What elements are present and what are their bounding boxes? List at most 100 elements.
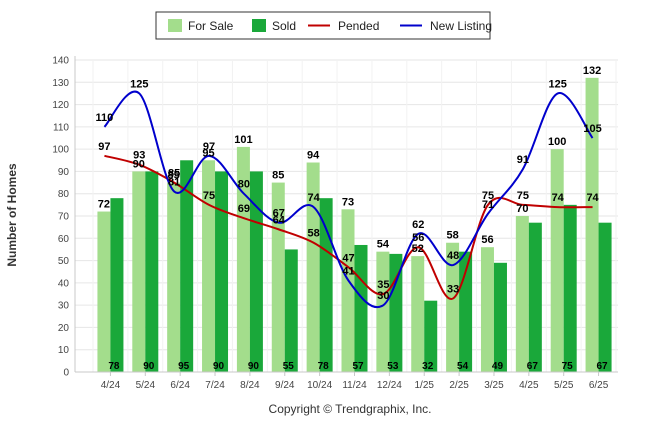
line-pended <box>104 154 593 300</box>
bar-label-for-sale: 52 <box>412 243 424 255</box>
line-label-pended: 74 <box>552 192 565 204</box>
line-label-new-listing: 125 <box>549 78 567 90</box>
bar-sold <box>493 262 507 372</box>
line-label-new-listing: 41 <box>342 266 354 278</box>
bar-label-for-sale: 95 <box>202 147 214 159</box>
line-label-pended: 85 <box>168 168 180 180</box>
x-tick-label: 8/24 <box>240 380 260 391</box>
line-label-pended: 75 <box>482 190 494 202</box>
x-tick-label: 1/25 <box>414 380 434 391</box>
x-tick-label: 5/25 <box>554 380 574 391</box>
y-tick-label: 20 <box>58 323 70 334</box>
bar-label-for-sale: 72 <box>98 199 110 211</box>
x-tick-label: 4/25 <box>519 380 539 391</box>
bar-for-sale <box>97 211 111 372</box>
y-axis-title: Number of Homes <box>5 163 19 267</box>
x-tick-label: 2/25 <box>449 380 469 391</box>
x-tick-label: 10/24 <box>307 380 332 391</box>
y-tick-label: 130 <box>52 78 69 89</box>
legend-label-sold: Sold <box>272 19 296 33</box>
bar-for-sale <box>411 256 425 372</box>
bar-for-sale <box>236 146 250 372</box>
bar-sold <box>145 171 159 372</box>
bar-label-for-sale: 132 <box>583 65 601 77</box>
line-label-new-listing: 91 <box>517 154 529 166</box>
bar-label-for-sale: 85 <box>272 170 284 182</box>
bar-sold <box>215 171 229 372</box>
line-label-pended: 56 <box>412 232 424 244</box>
bar-sold <box>563 204 577 372</box>
bar-label-sold: 57 <box>352 361 364 372</box>
line-label-new-listing: 110 <box>96 112 114 124</box>
bar-sold <box>110 198 124 372</box>
line-label-pended: 69 <box>238 203 250 215</box>
y-tick-label: 0 <box>63 368 69 379</box>
y-tick-label: 40 <box>58 278 70 289</box>
bar-for-sale <box>202 160 216 372</box>
line-label-new-listing: 105 <box>583 123 601 135</box>
y-tick-label: 110 <box>53 122 69 133</box>
bar-label-for-sale: 54 <box>377 239 390 251</box>
line-label-new-listing: 67 <box>273 208 285 220</box>
grid-lines <box>75 59 618 373</box>
bar-label-for-sale: 85 <box>168 170 180 182</box>
y-tick-label: 90 <box>58 167 70 178</box>
bar-sold <box>180 160 194 372</box>
bar-label-sold: 90 <box>143 361 155 372</box>
line-label-pended: 58 <box>308 228 320 240</box>
x-tick-label: 6/24 <box>170 380 190 391</box>
bar-for-sale <box>480 247 494 372</box>
bar-sold <box>528 222 542 372</box>
bar-label-sold: 54 <box>457 361 469 372</box>
y-tick-label: 140 <box>52 56 69 67</box>
line-label-new-listing: 74 <box>308 192 321 204</box>
y-tick-label: 120 <box>52 100 69 111</box>
bar-label-sold: 53 <box>387 361 399 372</box>
bar-label-sold: 32 <box>422 361 434 372</box>
bar-label-for-sale: 73 <box>342 196 354 208</box>
legend-label-pended: Pended <box>338 19 379 33</box>
bar-label-for-sale: 90 <box>133 158 145 170</box>
x-tick-label: 3/25 <box>484 380 504 391</box>
legend-label-new-listing: New Listing <box>430 19 492 33</box>
legend-items: For Sale Sold Pended New Listing <box>168 19 492 33</box>
bar-label-sold: 49 <box>492 361 504 372</box>
x-tick-label: 4/24 <box>101 380 121 391</box>
bar-label-sold: 67 <box>597 361 609 372</box>
line-label-pended: 75 <box>517 190 529 202</box>
bar-for-sale <box>132 171 146 372</box>
bar-label-for-sale: 100 <box>548 136 566 148</box>
y-tick-label: 80 <box>58 189 70 200</box>
bar-for-sale <box>585 77 599 372</box>
bar-label-for-sale: 94 <box>307 150 320 162</box>
bar-sold <box>354 244 368 372</box>
line-label-new-listing: 30 <box>377 290 389 302</box>
y-tick-label: 10 <box>58 345 70 356</box>
bar-sold <box>598 222 612 372</box>
line-label-pended: 93 <box>133 150 145 162</box>
bar-label-sold: 78 <box>108 361 120 372</box>
legend-swatch-sold <box>252 19 266 32</box>
x-tick-label: 7/24 <box>205 380 225 391</box>
bar-sold <box>319 198 333 372</box>
bar-sold <box>284 249 298 372</box>
bar-label-for-sale: 56 <box>481 234 493 246</box>
line-label-pended: 74 <box>586 192 599 204</box>
bar-label-sold: 75 <box>562 361 574 372</box>
y-tick-label: 100 <box>52 145 69 156</box>
line-label-new-listing: 81 <box>168 176 180 188</box>
line-value-labels: 97 93 85 75 69 64 58 47 35 56 33 75 75 74 74 110 125 81 97… <box>96 78 602 302</box>
bar-label-for-sale: 70 <box>516 203 528 215</box>
line-label-pended: 35 <box>377 279 389 291</box>
bar-for-sale <box>167 182 181 372</box>
line-label-pended: 47 <box>342 252 354 264</box>
x-tick-label: 6/25 <box>589 380 609 391</box>
y-tick-label: 30 <box>58 301 70 312</box>
bar-for-sale <box>515 216 529 372</box>
line-label-new-listing: 48 <box>447 250 459 262</box>
bar-for-sale <box>550 149 564 372</box>
bar-label-sold: 55 <box>283 361 295 372</box>
